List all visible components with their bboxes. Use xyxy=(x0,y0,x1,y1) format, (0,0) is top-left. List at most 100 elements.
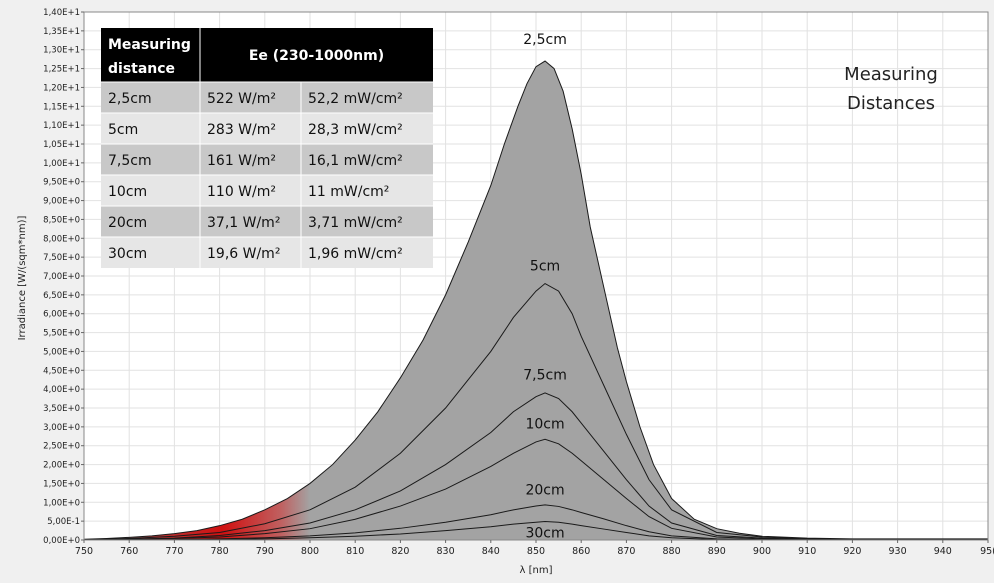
y-tick-label: 1,35E+1 xyxy=(43,27,80,37)
y-tick-label: 2,50E+0 xyxy=(43,442,80,452)
series-label: 10cm xyxy=(525,417,564,433)
table-cell: 2,5cm xyxy=(108,91,152,107)
y-tick-label: 1,15E+1 xyxy=(43,102,80,112)
table-cell: 16,1 mW/cm² xyxy=(308,153,403,169)
y-tick-label: 1,00E+0 xyxy=(43,498,80,508)
y-tick-label: 5,00E+0 xyxy=(43,347,80,357)
y-axis-title: Irradiance [W/(sqm*nm)] xyxy=(17,216,28,341)
table-cell: 3,71 mW/cm² xyxy=(308,215,403,231)
irradiance-table: Measuring distance Ee (230-1000nm) 2,5cm 522… xyxy=(101,28,433,268)
series-label: 7,5cm xyxy=(523,368,567,384)
y-tick-label: 1,40E+1 xyxy=(43,8,80,18)
x-tick-label: 95( xyxy=(980,546,994,557)
series-line-5 xyxy=(84,521,988,540)
table-row-bg xyxy=(101,82,433,113)
table-cell: 1,96 mW/cm² xyxy=(308,246,403,262)
table-row-bg xyxy=(101,206,433,237)
table-cell: 110 W/m² xyxy=(207,184,276,200)
chart-title-line-1: Measuring xyxy=(844,64,938,85)
x-tick-label: 760 xyxy=(120,546,138,557)
y-tick-label: 1,10E+1 xyxy=(43,121,80,131)
area-fill-2-5cm xyxy=(84,61,988,540)
y-tick-label: 1,00E+1 xyxy=(43,159,80,169)
y-tick-label: 1,30E+1 xyxy=(43,46,80,56)
y-tick-label: 9,50E+0 xyxy=(43,178,80,188)
table-cell: 7,5cm xyxy=(108,153,152,169)
table-header-bg xyxy=(101,28,433,82)
x-tick-label: 880 xyxy=(663,546,681,557)
x-tick-label: 750 xyxy=(75,546,93,557)
x-tick-label: 900 xyxy=(753,546,771,557)
x-tick-label: 790 xyxy=(256,546,274,557)
series-label: 5cm xyxy=(530,258,560,274)
table-row-bg xyxy=(101,237,433,268)
series-line-2 xyxy=(84,392,988,540)
y-tick-label: 5,50E+0 xyxy=(43,329,80,339)
table-cell: 20cm xyxy=(108,215,147,231)
series-label: 2,5cm xyxy=(523,32,567,48)
y-tick-label: 4,00E+0 xyxy=(43,385,80,395)
x-axis-title: λ [nm] xyxy=(520,565,553,576)
table-header-cell: distance xyxy=(108,61,175,77)
x-tick-label: 920 xyxy=(843,546,861,557)
chart-title: Measuring Distances xyxy=(844,64,938,114)
y-tick-label: 3,50E+0 xyxy=(43,404,80,414)
y-tick-label: 9,00E+0 xyxy=(43,197,80,207)
table-cell: 19,6 W/m² xyxy=(207,246,280,262)
y-tick-label: 2,00E+0 xyxy=(43,461,80,471)
y-tick-label: 1,20E+1 xyxy=(43,83,80,93)
x-axis-ticks: 750 760 770 780 790 800 810 820 830 840 850 860 870 8… xyxy=(75,540,994,557)
y-tick-label: 6,00E+0 xyxy=(43,310,80,320)
x-tick-label: 940 xyxy=(934,546,952,557)
table-cell: 161 W/m² xyxy=(207,153,276,169)
y-axis-ticks: 0,00E+0 5,00E-1 1,00E+0 1,50E+0 2,00E+0 2,50E… xyxy=(43,8,84,546)
y-tick-label: 1,50E+0 xyxy=(43,479,80,489)
y-tick-label: 4,50E+0 xyxy=(43,366,80,376)
x-tick-label: 860 xyxy=(572,546,590,557)
series-line-3 xyxy=(84,438,988,540)
area-layer xyxy=(84,61,988,540)
y-tick-label: 1,25E+1 xyxy=(43,65,80,75)
series-lines xyxy=(84,60,988,540)
x-tick-label: 930 xyxy=(889,546,907,557)
chart-title-line-2: Distances xyxy=(847,93,935,114)
x-tick-label: 780 xyxy=(211,546,229,557)
series-label: 20cm xyxy=(525,483,564,499)
y-tick-label: 5,00E-1 xyxy=(47,517,80,527)
y-tick-label: 3,00E+0 xyxy=(43,423,80,433)
x-tick-label: 770 xyxy=(165,546,183,557)
table-cell: 5cm xyxy=(108,122,138,138)
table-cell: 522 W/m² xyxy=(207,91,276,107)
table-cell: 30cm xyxy=(108,246,147,262)
x-tick-label: 890 xyxy=(708,546,726,557)
y-tick-label: 1,05E+1 xyxy=(43,140,80,150)
series-line-1 xyxy=(84,282,988,540)
y-tick-label: 6,50E+0 xyxy=(43,291,80,301)
table-row-bg xyxy=(101,144,433,175)
area-red-tail xyxy=(115,483,310,540)
y-tick-label: 8,50E+0 xyxy=(43,215,80,225)
series-labels: 2,5cm 5cm 7,5cm 10cm 20cm 30cm xyxy=(523,32,567,542)
x-tick-label: 800 xyxy=(301,546,319,557)
table-cell: 28,3 mW/cm² xyxy=(308,122,403,138)
y-tick-label: 8,00E+0 xyxy=(43,234,80,244)
y-tick-label: 7,50E+0 xyxy=(43,253,80,263)
x-tick-label: 870 xyxy=(617,546,635,557)
table-row-bg xyxy=(101,175,433,206)
x-tick-label: 830 xyxy=(437,546,455,557)
x-tick-label: 820 xyxy=(391,546,409,557)
table-header-cell: Measuring xyxy=(108,37,191,53)
series-label: 30cm xyxy=(525,526,564,542)
x-tick-label: 850 xyxy=(527,546,545,557)
table-header-cell: Ee (230-1000nm) xyxy=(249,48,384,64)
y-tick-label: 7,00E+0 xyxy=(43,272,80,282)
x-tick-label: 810 xyxy=(346,546,364,557)
y-tick-label: 0,00E+0 xyxy=(43,536,80,546)
table-cell: 11 mW/cm² xyxy=(308,184,389,200)
table-cell: 10cm xyxy=(108,184,147,200)
table-cell: 52,2 mW/cm² xyxy=(308,91,403,107)
series-line-0 xyxy=(84,60,988,540)
x-tick-label: 910 xyxy=(798,546,816,557)
